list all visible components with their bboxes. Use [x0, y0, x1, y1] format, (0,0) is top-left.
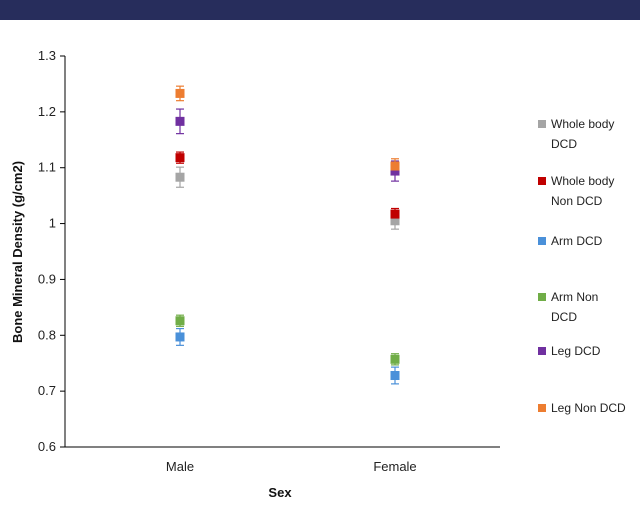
legend-label: Leg DCD	[551, 344, 601, 358]
data-point	[390, 161, 400, 171]
data-point	[175, 116, 185, 126]
legend-marker	[538, 177, 546, 185]
legend-label: Non DCD	[551, 194, 603, 208]
y-tick-label: 1.3	[38, 48, 56, 63]
x-axis-title: Sex	[268, 485, 292, 500]
legend-label: DCD	[551, 137, 577, 151]
y-tick-label: 1	[49, 216, 56, 231]
top-banner	[0, 0, 640, 20]
x-category-label: Male	[166, 459, 194, 474]
data-point	[175, 153, 185, 163]
data-point	[390, 371, 400, 381]
y-tick-label: 0.8	[38, 327, 56, 342]
legend: Whole body DCD Whole body Non DCD Arm DCD Arm…	[538, 117, 626, 415]
y-tick-label: 1.1	[38, 160, 56, 175]
legend-label: Arm Non	[551, 290, 598, 304]
data-point	[175, 332, 185, 342]
y-tick-labels: 0.6 0.7 0.8 0.9 1 1.1 1.2 1.3	[38, 48, 56, 454]
data-point	[390, 354, 400, 364]
axes	[60, 55, 500, 448]
legend-label: DCD	[551, 310, 577, 324]
legend-marker	[538, 347, 546, 355]
y-axis-title: Bone Mineral Density (g/cm2)	[10, 161, 25, 343]
y-tick-label: 1.2	[38, 104, 56, 119]
legend-marker	[538, 404, 546, 412]
legend-label: Whole body	[551, 174, 614, 188]
x-category-labels: Male Female	[166, 459, 417, 474]
y-tick-label: 0.7	[38, 383, 56, 398]
data-points	[175, 88, 400, 381]
data-point	[390, 216, 400, 226]
data-point	[175, 172, 185, 182]
legend-label: Leg Non DCD	[551, 401, 626, 415]
legend-marker	[538, 120, 546, 128]
data-point	[175, 88, 185, 98]
legend-marker	[538, 237, 546, 245]
legend-label: Whole body	[551, 117, 614, 131]
legend-marker	[538, 293, 546, 301]
legend-label: Arm DCD	[551, 234, 603, 248]
data-point	[390, 209, 400, 219]
data-point	[390, 166, 400, 176]
data-point	[175, 316, 185, 326]
y-tick-label: 0.6	[38, 439, 56, 454]
error-bars	[176, 85, 399, 385]
x-category-label: Female	[373, 459, 416, 474]
y-tick-label: 0.9	[38, 271, 56, 286]
